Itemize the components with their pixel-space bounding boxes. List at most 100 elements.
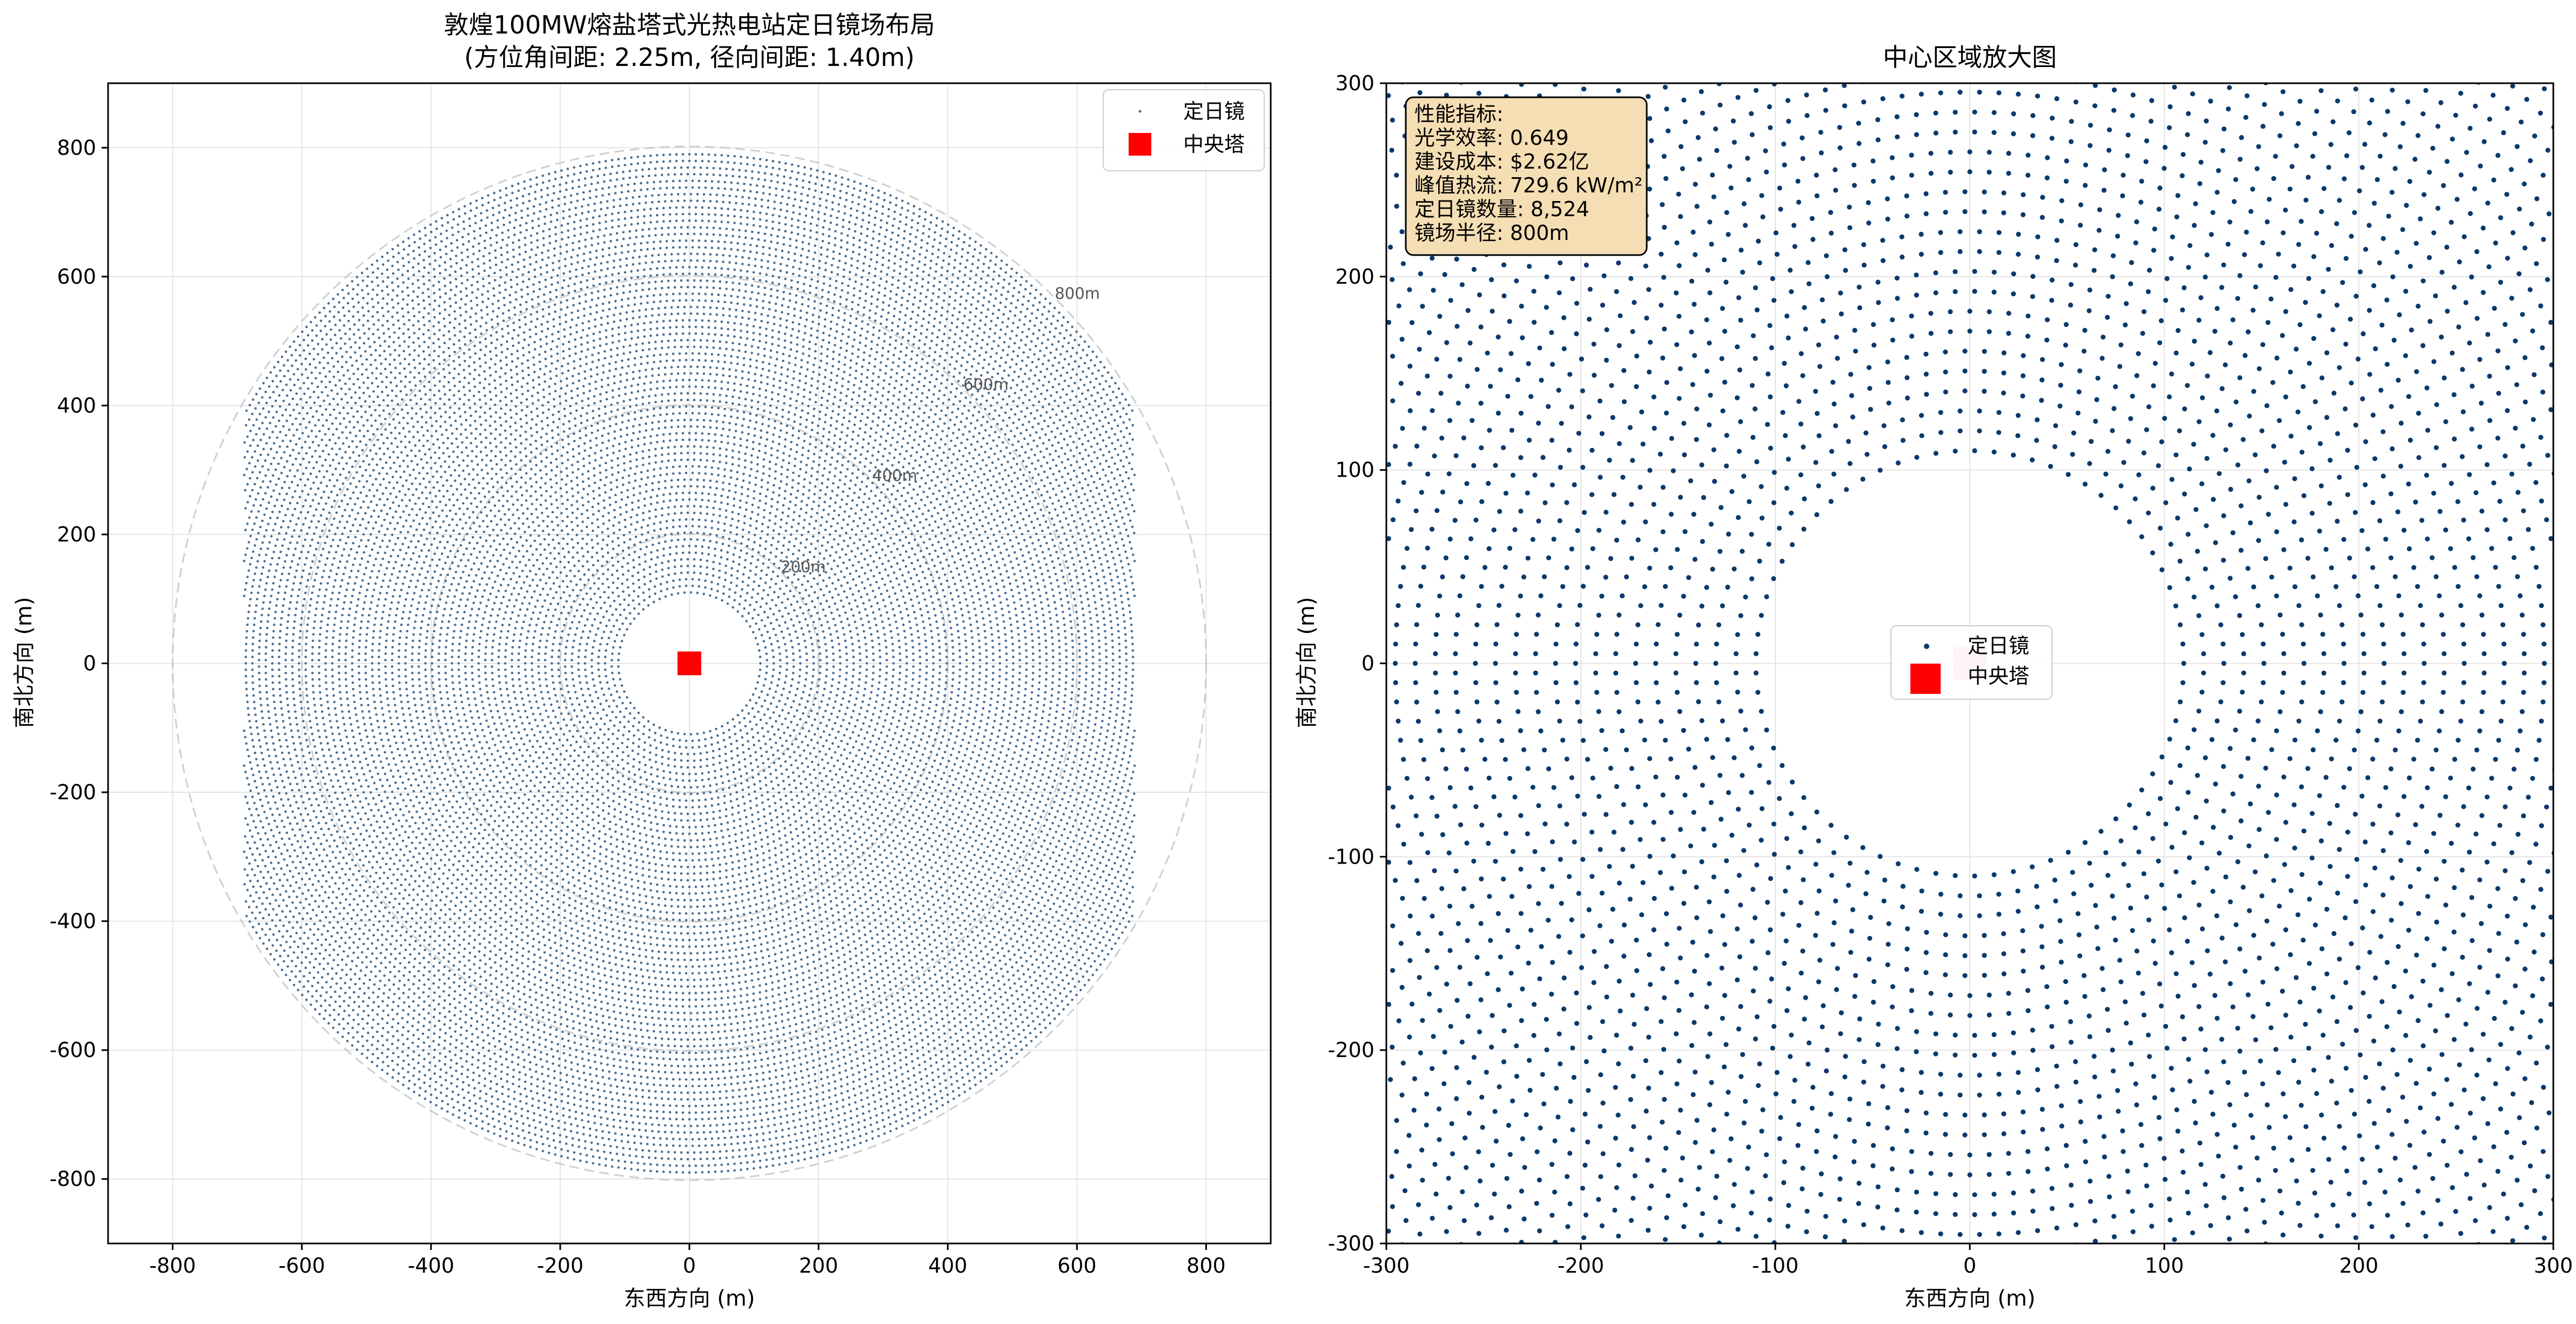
left-heliostat-point xyxy=(453,729,456,732)
left-heliostat-point xyxy=(601,583,605,585)
left-heliostat-point xyxy=(515,566,518,569)
left-heliostat-point xyxy=(566,808,569,811)
left-heliostat-point xyxy=(478,741,481,744)
left-heliostat-point xyxy=(561,503,564,505)
left-heliostat-point xyxy=(559,763,562,766)
left-heliostat-point xyxy=(777,646,781,649)
left-heliostat-point xyxy=(699,752,702,755)
left-heliostat-point xyxy=(685,806,688,809)
left-heliostat-point xyxy=(760,705,763,708)
left-heliostat-point xyxy=(656,775,659,778)
left-heliostat-point xyxy=(486,810,488,812)
left-heliostat-point xyxy=(820,875,823,878)
left-heliostat-point xyxy=(560,612,563,614)
left-heliostat-point xyxy=(613,792,615,795)
left-heliostat-point xyxy=(643,771,647,773)
left-heliostat-point xyxy=(872,652,875,655)
left-heliostat-point xyxy=(491,738,494,740)
left-heliostat-point xyxy=(574,900,577,902)
left-heliostat-point xyxy=(560,853,562,857)
left-heliostat-point xyxy=(804,511,808,514)
left-heliostat-point xyxy=(740,542,743,545)
left-heliostat-point xyxy=(425,687,428,691)
left-heliostat-point xyxy=(426,694,429,697)
left-heliostat-point xyxy=(616,586,619,590)
left-heliostat-point xyxy=(645,545,648,549)
left-heliostat-point xyxy=(725,509,728,512)
left-heliostat-point xyxy=(733,888,736,891)
left-heliostat-point xyxy=(797,842,800,845)
left-heliostat-point xyxy=(603,662,607,665)
left-heliostat-point xyxy=(774,515,777,518)
left-heliostat-point xyxy=(810,643,814,646)
left-heliostat-point xyxy=(812,824,815,826)
left-heliostat-point xyxy=(555,733,558,736)
left-heliostat-point xyxy=(673,878,676,881)
left-heliostat-point xyxy=(813,577,816,580)
left-heliostat-point xyxy=(512,778,515,780)
left-heliostat-point xyxy=(626,835,629,838)
left-heliostat-point xyxy=(489,559,492,563)
left-heliostat-point xyxy=(764,646,767,649)
left-heliostat-point xyxy=(808,694,811,697)
left-heliostat-point xyxy=(573,684,575,687)
left-heliostat-point xyxy=(534,473,537,476)
left-heliostat-point xyxy=(791,646,794,648)
left-heliostat-point xyxy=(573,884,576,887)
left-heliostat-point xyxy=(591,538,593,541)
left-heliostat-point xyxy=(910,598,913,601)
left-heliostat-point xyxy=(622,533,626,537)
left-heliostat-point xyxy=(737,859,740,862)
left-heliostat-point xyxy=(779,526,782,529)
left-heliostat-point xyxy=(599,728,602,731)
left-heliostat-point xyxy=(923,626,925,630)
left-heliostat-point xyxy=(761,530,763,533)
left-heliostat-point xyxy=(519,536,522,539)
left-heliostat-point xyxy=(618,521,621,524)
left-heliostat-point xyxy=(889,744,892,747)
left-heliostat-point xyxy=(466,598,469,601)
left-heliostat-point xyxy=(539,452,542,455)
left-heliostat-point xyxy=(867,760,869,764)
left-heliostat-point xyxy=(868,518,871,521)
left-heliostat-point xyxy=(739,499,742,502)
left-heliostat-point xyxy=(467,750,471,753)
left-heliostat-point xyxy=(458,681,461,684)
left-heliostat-point xyxy=(551,452,554,456)
left-heliostat-point xyxy=(502,578,505,580)
left-heliostat-point xyxy=(534,605,537,608)
left-heliostat-point xyxy=(521,544,524,547)
left-heliostat-point xyxy=(813,733,816,736)
left-heliostat-point xyxy=(622,573,625,576)
left-heliostat-point xyxy=(627,778,630,780)
left-heliostat-point xyxy=(871,546,874,549)
left-heliostat-point xyxy=(656,494,659,497)
left-heliostat-point xyxy=(605,610,608,613)
left-heliostat-point xyxy=(607,637,611,639)
left-heliostat-point xyxy=(888,480,890,483)
left-heliostat-point xyxy=(577,754,580,757)
left-heliostat-point xyxy=(607,885,610,887)
left-heliostat-point xyxy=(835,551,837,554)
left-heliostat-point xyxy=(635,866,638,868)
left-heliostat-point xyxy=(458,643,461,645)
left-heliostat-point xyxy=(633,411,636,414)
left-heliostat-point xyxy=(714,884,716,887)
left-heliostat-point xyxy=(658,420,660,423)
left-heliostat-point xyxy=(733,826,736,830)
left-heliostat-point xyxy=(915,516,918,518)
left-heliostat-point xyxy=(550,469,553,472)
left-heliostat-point xyxy=(506,687,508,691)
left-heliostat-point xyxy=(544,672,547,674)
left-heliostat-point xyxy=(472,685,475,687)
left-heliostat-point xyxy=(465,639,468,643)
left-heliostat-point xyxy=(709,540,712,543)
left-heliostat-point xyxy=(884,605,887,608)
left-heliostat-point xyxy=(629,460,632,463)
left-heliostat-point xyxy=(506,781,509,784)
left-heliostat-point xyxy=(518,774,521,777)
left-heliostat-point xyxy=(856,504,858,507)
left-heliostat-point xyxy=(604,668,607,671)
left-heliostat-point xyxy=(838,614,841,617)
left-heliostat-point xyxy=(704,579,707,582)
